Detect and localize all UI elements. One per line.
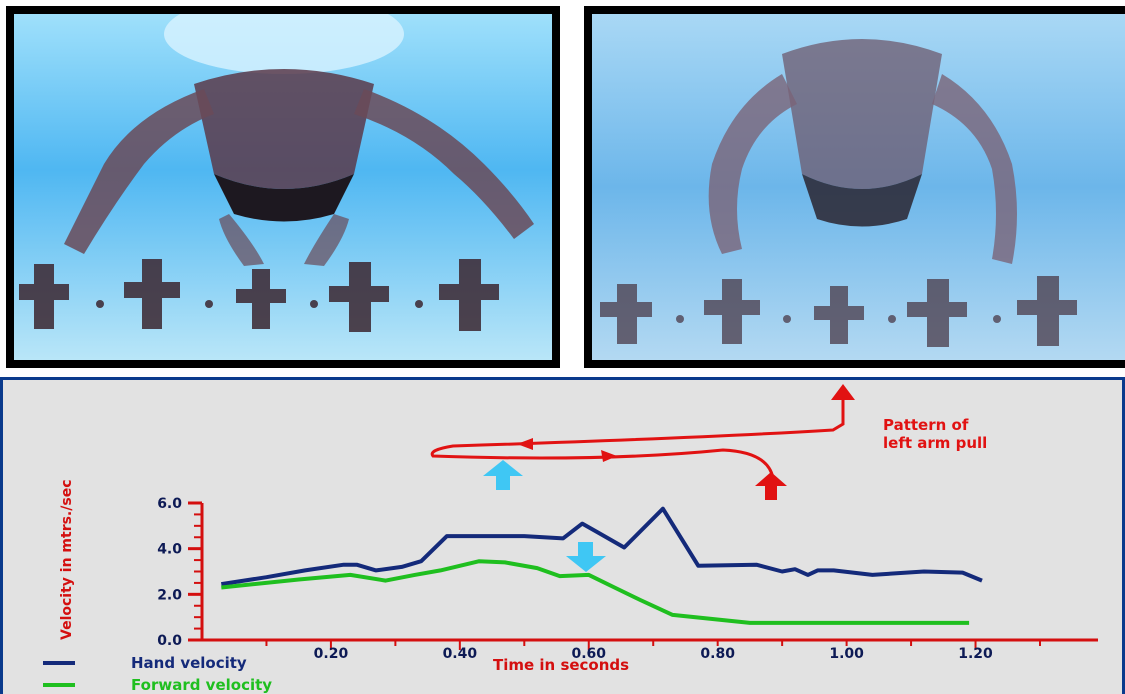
annotation-line1: Pattern of	[883, 416, 969, 434]
swimmer-photo-start	[14, 14, 552, 360]
arm-pull-start-arrow	[755, 472, 787, 500]
x-axis-label: Time in seconds	[493, 656, 629, 674]
arm-pull-path	[430, 398, 845, 479]
cyan-up-arrow	[483, 460, 523, 490]
chart-panel: Pattern of left arm pull 0.0 2.0 4.0 6.0 0.2…	[0, 377, 1125, 694]
series	[220, 506, 983, 625]
hand-velocity-line	[220, 506, 983, 587]
x-tick-label: 1.20	[958, 646, 993, 662]
x-tick-label: 1.00	[829, 646, 864, 662]
cyan-down-arrow	[566, 542, 606, 572]
x-tick-label: 0.80	[700, 646, 735, 662]
legend-label-hand: Hand velocity	[131, 654, 247, 672]
x-tick-label: 0.20	[314, 646, 349, 662]
legend: Hand velocity Forward velocity	[43, 654, 272, 694]
velocity-chart: Pattern of left arm pull 0.0 2.0 4.0 6.0 0.2…	[43, 384, 1098, 694]
swimmer-photo-mid-pull	[592, 14, 1125, 360]
photo-frame-left	[6, 6, 560, 368]
axes: 0.0 2.0 4.0 6.0 0.20 0.40 0.60 0.80 1.00 1.20	[157, 496, 1098, 662]
photo-frame-right	[584, 6, 1125, 368]
arm-pull-arrowhead-top	[831, 384, 855, 400]
y-axis-label: Velocity in mtrs./sec	[59, 480, 75, 641]
legend-label-forward: Forward velocity	[131, 676, 272, 694]
x-tick-label: 0.60	[571, 646, 606, 662]
y-tick-label: 6.0	[157, 496, 182, 512]
arm-pull-arrowhead-mid	[601, 450, 617, 462]
annotation-line2: left arm pull	[883, 434, 987, 452]
y-tick-label: 0.0	[157, 633, 182, 649]
x-tick-label: 0.40	[443, 646, 478, 662]
forward-velocity-line	[221, 559, 970, 625]
arm-pull-arrowhead-mid-left	[517, 438, 533, 450]
y-tick-label: 4.0	[157, 542, 182, 558]
y-tick-label: 2.0	[157, 587, 182, 603]
arm-pull-pattern: Pattern of left arm pull	[430, 384, 987, 500]
